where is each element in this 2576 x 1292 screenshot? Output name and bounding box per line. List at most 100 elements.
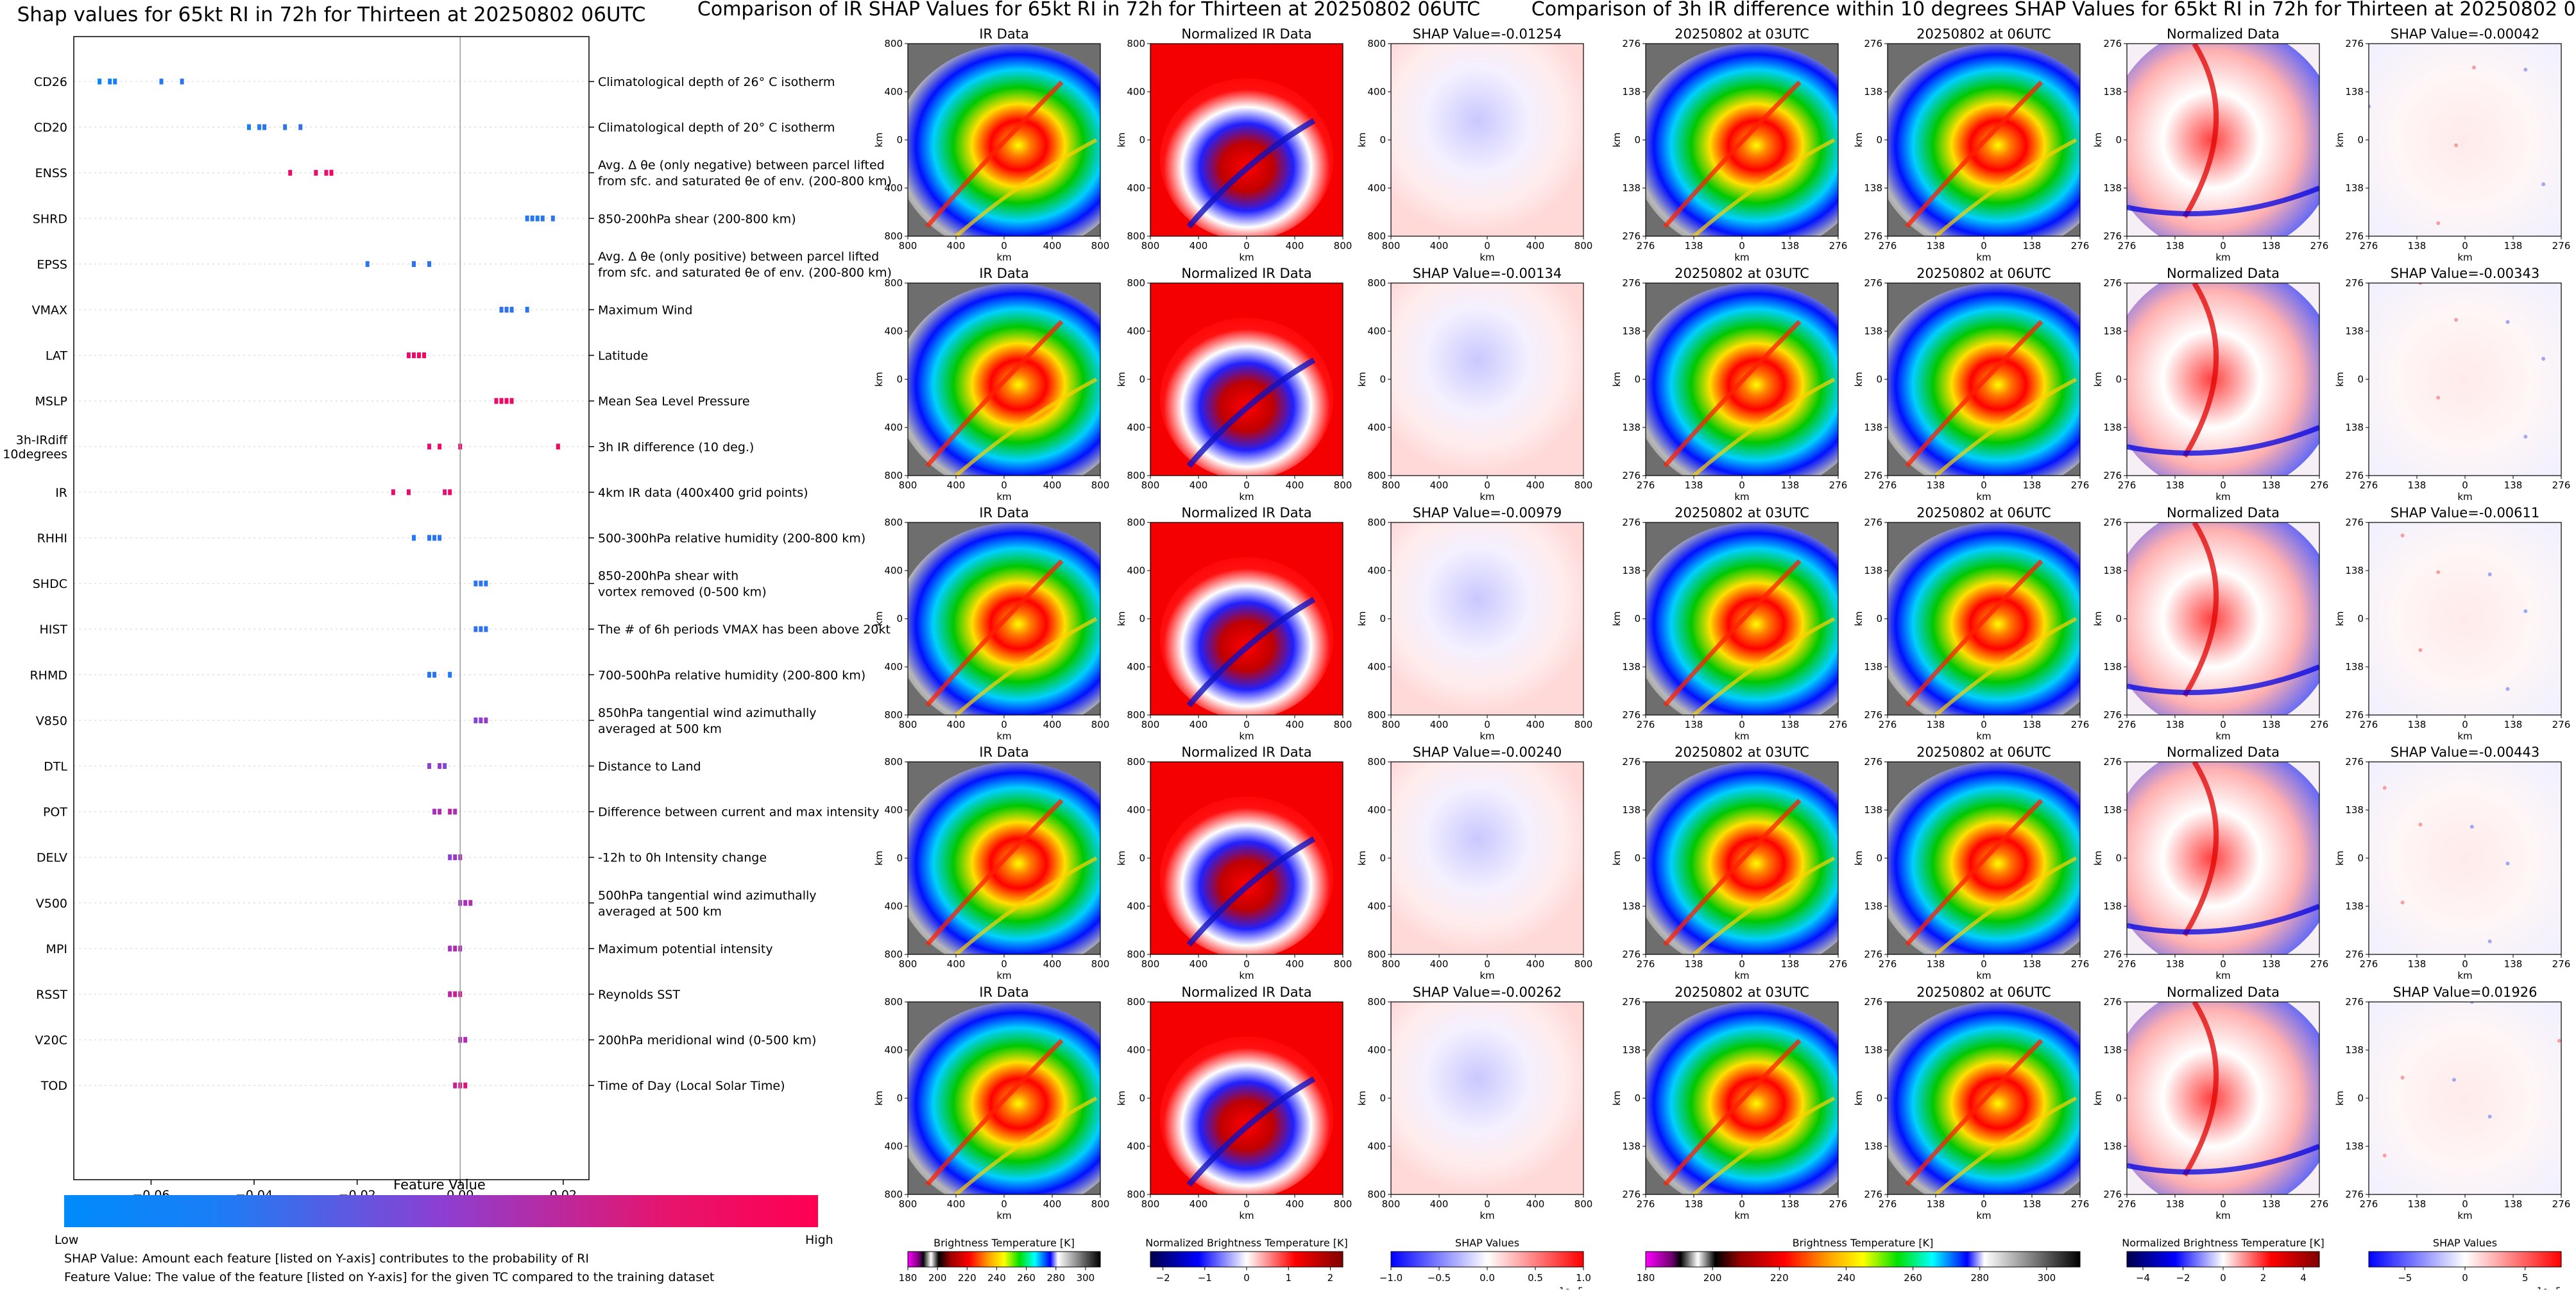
- panel-x-tick-label: 138: [2262, 479, 2281, 491]
- panel-y-tick-label: 800: [1367, 756, 1386, 768]
- panel-x-tick-label: 0: [2220, 479, 2226, 491]
- feature-description: 200hPa meridional wind (0-500 km): [598, 1033, 816, 1047]
- panel-x-label: km: [996, 491, 1011, 503]
- panel-x-tick-label: 276: [1829, 958, 1848, 970]
- panel-y-tick-label: 138: [2103, 661, 2122, 673]
- panel-x-tick-label: 0: [1001, 240, 1007, 252]
- shap-point: [391, 489, 395, 495]
- feature-description: Climatological depth of 26° C isotherm: [598, 75, 835, 89]
- panel-y-tick-label: 138: [2103, 182, 2122, 194]
- panel-x-tick-label: 800: [899, 958, 917, 970]
- panel-x-tick-label: 138: [2504, 240, 2523, 252]
- panel-y-tick-label: 0: [2115, 1092, 2122, 1104]
- shap-point: [262, 124, 267, 130]
- shap-speck: [2471, 65, 2476, 70]
- colorbar-tick-label: −2: [1156, 1272, 1170, 1284]
- panel-x-label: km: [2457, 491, 2472, 503]
- shap-point: [438, 535, 442, 541]
- feature-name: 10degrees: [3, 447, 67, 461]
- ir-band: [1693, 1096, 1836, 1194]
- panel-x-tick-label: 800: [1334, 479, 1352, 491]
- panel-x-tick-label: 138: [1781, 479, 1800, 491]
- colorbar-tick-label: 220: [958, 1272, 977, 1284]
- panel-x-tick-label: 138: [2262, 719, 2281, 730]
- ir-band: [955, 138, 1098, 236]
- panel-x-tick-label: 276: [2310, 240, 2329, 252]
- panel-title: 20250802 at 06UTC: [1916, 745, 2051, 760]
- colorbar-label: Brightness Temperature [K]: [1793, 1237, 1934, 1249]
- norm2-band: [2182, 522, 2219, 698]
- feature-description: Reynolds SST: [598, 988, 680, 1002]
- feature-name: LAT: [46, 349, 68, 363]
- panel-x-label: km: [1480, 491, 1494, 503]
- ir-band: [1934, 856, 2077, 954]
- panel-y-tick-label: 400: [884, 86, 903, 98]
- panel-x-tick-label: 138: [2504, 479, 2523, 491]
- panel-x-tick-label: 138: [2023, 958, 2042, 970]
- shap-point: [530, 215, 534, 221]
- shap-field: [1391, 44, 1583, 236]
- panel-y-tick-label: 800: [884, 756, 903, 768]
- shap-point: [448, 854, 452, 861]
- panel-y-tick-label: 138: [1864, 86, 1882, 98]
- panel-y-tick-label: 800: [1367, 1189, 1386, 1200]
- panel-y-tick-label: 138: [1622, 804, 1641, 816]
- norm2-band: [2182, 44, 2219, 219]
- panel-y-tick-label: 0: [2357, 852, 2364, 864]
- feature-description: 500-300hPa relative humidity (200-800 km…: [598, 531, 866, 546]
- shap-speck: [2487, 1114, 2492, 1119]
- panel-y-tick-label: 138: [1864, 1044, 1882, 1056]
- panel-x-label: km: [1734, 1210, 1749, 1221]
- panel-x-tick-label: 138: [2166, 479, 2185, 491]
- panel-image: [1888, 283, 2080, 476]
- panel-y-tick-label: 800: [1127, 38, 1145, 49]
- shap-point: [427, 444, 432, 450]
- panel-image: [2369, 762, 2561, 954]
- panel-y-tick-label: 276: [1864, 517, 1882, 528]
- panel-y-tick-label: 0: [2115, 374, 2122, 385]
- panel-y-tick-label: 800: [1367, 470, 1386, 481]
- colorbar-tick-label: 200: [928, 1272, 947, 1284]
- shap-speck: [2505, 320, 2510, 324]
- panel-x-tick-label: 0: [1001, 479, 1007, 491]
- shap-point: [473, 580, 478, 587]
- panel-x-tick-label: 800: [1141, 958, 1160, 970]
- feature-name: DELV: [37, 851, 67, 865]
- chart-title: Comparison of 3h IR difference within 10…: [1531, 0, 2576, 21]
- shap-speck: [2382, 1153, 2387, 1158]
- shap-point: [247, 124, 252, 130]
- panel-x-tick-label: 276: [1829, 240, 1848, 252]
- shap-speck: [2523, 609, 2528, 614]
- panel-y-tick-label: 400: [1367, 325, 1386, 337]
- panel-y-tick-label: 138: [1864, 565, 1882, 576]
- panel-x-tick-label: 138: [1781, 958, 1800, 970]
- shap-point: [504, 398, 509, 404]
- shap-point: [411, 261, 416, 267]
- panel-y-tick-label: 400: [884, 565, 903, 576]
- feature-description: from sfc. and saturated θe of env. (200-…: [598, 175, 892, 189]
- panel-y-tick-label: 276: [1864, 756, 1882, 768]
- chart-title: Shap values for 65kt RI in 72h for Thirt…: [17, 3, 646, 26]
- panel-x-tick-label: 800: [1334, 240, 1352, 252]
- panel-image: [908, 1002, 1100, 1194]
- panel-x-tick-label: 276: [2118, 958, 2137, 970]
- panel-y-tick-label: 800: [884, 230, 903, 242]
- feature-description: averaged at 500 km: [598, 904, 722, 918]
- shap-panel-title: SHAP Value=-0.00134: [1413, 266, 1562, 281]
- panel-x-tick-label: 276: [2360, 958, 2378, 970]
- panel-title: IR Data: [979, 745, 1029, 760]
- feature-description: Avg. Δ θe (only negative) between parcel…: [598, 159, 885, 173]
- shap-point: [406, 489, 411, 495]
- shap-point: [509, 398, 514, 404]
- shap-point: [453, 809, 457, 815]
- shap-point: [329, 169, 334, 176]
- panel-y-tick-label: 0: [1379, 613, 1386, 624]
- shap-point: [453, 991, 457, 997]
- norm2-field: [2127, 1002, 2319, 1194]
- panel-image: [2369, 44, 2561, 236]
- panel-x-tick-label: 400: [1043, 479, 1062, 491]
- norm-band: [1186, 118, 1316, 228]
- norm2-band: [2127, 1144, 2319, 1175]
- colorbar-tick-label: 280: [1046, 1272, 1065, 1284]
- panel-title: 20250802 at 03UTC: [1675, 26, 1809, 42]
